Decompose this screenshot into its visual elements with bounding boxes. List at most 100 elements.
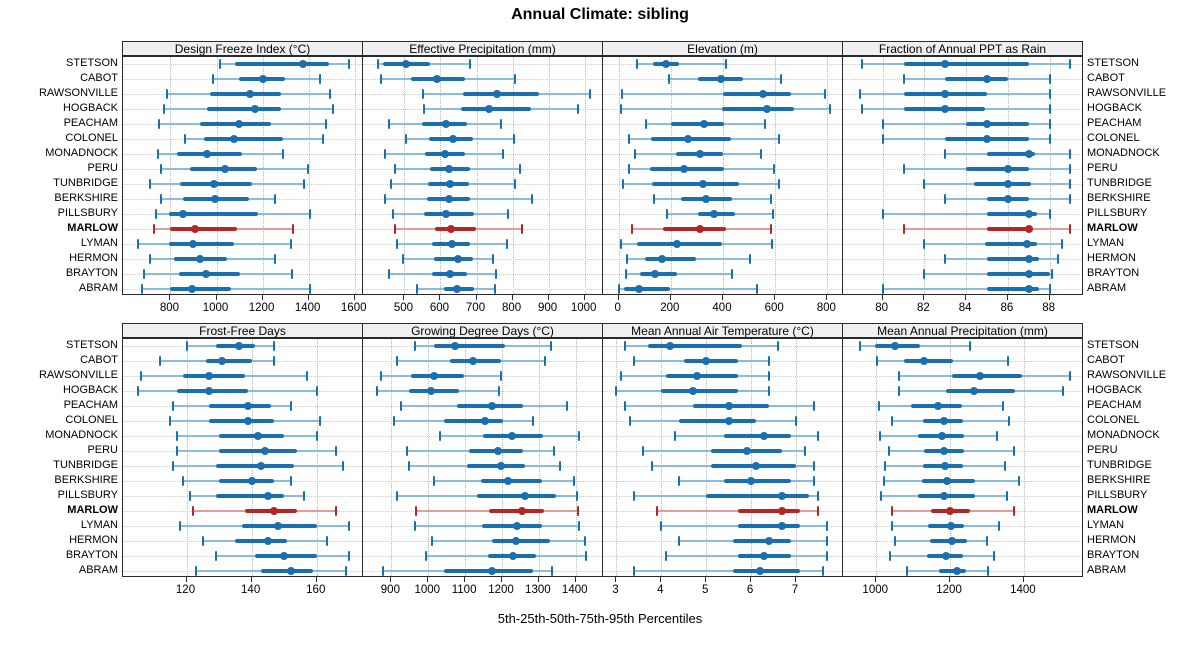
x-axis-tick (427, 577, 429, 582)
whisker-cap (388, 119, 391, 130)
median-dot (946, 506, 955, 515)
whisker-cap (620, 104, 623, 115)
x-axis-tick (390, 577, 392, 582)
gridline-vertical (616, 339, 618, 576)
site-label-right: CABOT (1087, 354, 1125, 367)
median-dot (680, 165, 689, 174)
whisker-cap (1069, 371, 1072, 382)
gridline-vertical (1007, 57, 1009, 294)
median-dot (937, 432, 946, 441)
whisker-cap (183, 134, 186, 145)
whisker-cap (551, 565, 554, 576)
whisker-cap (421, 89, 424, 100)
whisker-cap (776, 341, 779, 352)
site-label-right: PERU (1087, 162, 1118, 175)
whisker-cap (891, 520, 894, 531)
iqr-bar-25th-75th (903, 359, 953, 364)
median-dot (445, 194, 454, 203)
whisker-5th-95th (634, 569, 823, 572)
gridline-vertical (548, 57, 550, 294)
gridline-vertical (428, 339, 430, 576)
whisker-cap (1007, 356, 1010, 367)
gridline-vertical (262, 57, 264, 294)
median-dot (724, 402, 733, 411)
whisker-cap (724, 59, 727, 70)
median-dot (983, 135, 991, 144)
median-dot (260, 447, 269, 456)
iqr-bar-25th-75th (215, 493, 285, 498)
whisker-cap (1005, 490, 1008, 501)
whisker-cap (219, 59, 222, 70)
site-label-left: HOGBACK (62, 384, 118, 397)
whisker-cap (500, 119, 503, 130)
whisker-cap (348, 520, 351, 531)
gridline-vertical (882, 57, 884, 294)
x-axis-tick (923, 295, 925, 300)
x-tick-label: 4 (657, 584, 664, 596)
whisker-cap (302, 490, 305, 501)
x-axis-tick (1022, 577, 1024, 582)
whisker-cap (377, 59, 380, 70)
whisker-cap (505, 238, 508, 249)
panel-strip: Growing Degree Days (°C) (362, 323, 603, 338)
site-label-right: PEACHAM (1087, 117, 1142, 130)
median-dot (778, 491, 787, 500)
iqr-bar-25th-75th (477, 493, 556, 498)
gridline-vertical (723, 57, 724, 294)
median-dot (430, 372, 439, 381)
gridline-vertical (584, 57, 586, 294)
x-axis-tick (875, 577, 877, 582)
gridline-vertical (404, 57, 406, 294)
median-dot (254, 432, 263, 441)
site-label-right: HOGBACK (1087, 102, 1143, 115)
whisker-cap (321, 134, 324, 145)
median-dot (891, 342, 900, 351)
whisker-cap (309, 283, 312, 294)
median-dot (469, 357, 478, 366)
whisker-cap (771, 238, 774, 249)
whisker-cap (1048, 89, 1051, 100)
whisker-cap (987, 565, 990, 576)
site-label-right: STETSON (1087, 57, 1139, 70)
gridline-vertical (354, 57, 356, 294)
x-axis-tick (215, 295, 217, 300)
whisker-cap (392, 208, 395, 219)
whisker-cap (188, 490, 191, 501)
median-dot (688, 387, 697, 396)
whisker-cap (492, 253, 495, 264)
median-dot (658, 254, 667, 263)
iqr-bar-25th-75th (737, 508, 801, 513)
iqr-bar-25th-75th (946, 389, 1016, 394)
median-dot (234, 342, 243, 351)
gridline-vertical (670, 57, 672, 294)
whisker-cap (149, 253, 152, 264)
whisker-5th-95th (637, 63, 726, 66)
whisker-cap (348, 59, 351, 70)
site-label-right: PILLSBURY (1087, 206, 1148, 219)
panel-strip: Design Freeze Index (°C) (122, 41, 363, 56)
whisker-5th-95th (882, 287, 1050, 290)
site-label-left: RAWSONVILLE (38, 369, 118, 382)
median-dot (983, 75, 991, 84)
whisker-cap (624, 341, 627, 352)
median-dot (702, 357, 711, 366)
median-dot (488, 566, 497, 575)
whisker-cap (185, 341, 188, 352)
iqr-bar-25th-75th (206, 359, 252, 364)
median-dot (661, 60, 670, 69)
whisker-cap (513, 178, 516, 189)
median-dot (450, 342, 459, 351)
x-axis-tick (750, 577, 752, 582)
whisker-cap (404, 134, 407, 145)
whisker-cap (172, 401, 175, 412)
median-dot (939, 491, 948, 500)
whisker-5th-95th (882, 123, 1050, 126)
whisker-cap (159, 193, 162, 204)
whisker-cap (812, 401, 815, 412)
whisker-cap (381, 565, 384, 576)
x-tick-label: 1200 (488, 584, 514, 596)
site-label-left: PILLSBURY (57, 488, 118, 501)
whisker-cap (432, 475, 435, 486)
site-label-left: PILLSBURY (57, 206, 118, 219)
x-tick-label: 1400 (294, 302, 321, 314)
